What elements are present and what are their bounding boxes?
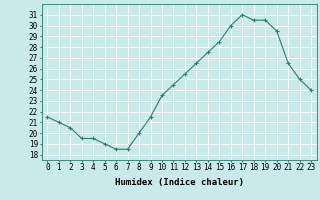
- X-axis label: Humidex (Indice chaleur): Humidex (Indice chaleur): [115, 178, 244, 187]
